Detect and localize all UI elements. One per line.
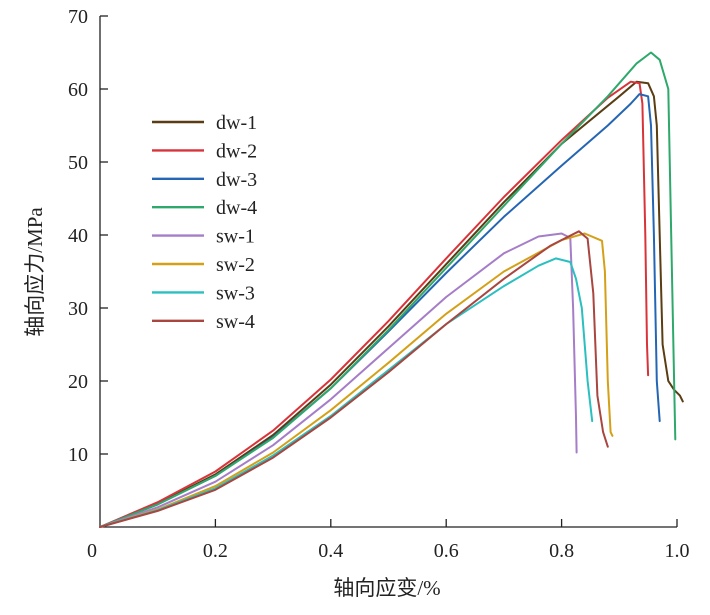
series-lines bbox=[99, 51, 684, 528]
y-tick-label: 30 bbox=[68, 298, 88, 320]
series-line-sw-1 bbox=[99, 232, 578, 528]
y-axis-title: 轴向应力/MPa bbox=[23, 207, 47, 337]
x-tick-label: 0.4 bbox=[318, 540, 343, 562]
y-tick-label: 40 bbox=[68, 225, 88, 247]
series-line-dw-2 bbox=[99, 80, 650, 528]
legend-label-dw-4: dw-4 bbox=[216, 197, 257, 219]
legend-label-dw-3: dw-3 bbox=[216, 169, 257, 191]
series-line-dw-4 bbox=[99, 51, 677, 528]
x-tick-label: 1.0 bbox=[665, 540, 690, 562]
x-axis-ticks: 0 0.2 0.4 0.6 0.8 1.0 bbox=[87, 519, 690, 562]
legend-label-sw-1: sw-1 bbox=[216, 226, 255, 248]
y-tick-label: 10 bbox=[68, 444, 88, 466]
axes bbox=[99, 16, 677, 528]
x-tick-label: 0.8 bbox=[549, 540, 574, 562]
x-tick-label: 0.2 bbox=[203, 540, 228, 562]
legend-label-sw-3: sw-3 bbox=[216, 282, 255, 304]
series-line-dw-1 bbox=[99, 80, 684, 528]
series-line-dw-3 bbox=[99, 93, 661, 528]
y-axis-ticks: 10 20 30 40 50 60 70 bbox=[68, 6, 108, 466]
series-line-sw-3 bbox=[99, 257, 594, 528]
y-tick-label: 60 bbox=[68, 79, 88, 101]
legend-label-sw-4: sw-4 bbox=[216, 311, 255, 333]
series-line-sw-4 bbox=[99, 230, 609, 528]
x-tick-label: 0.6 bbox=[434, 540, 459, 562]
x-tick-label: 0 bbox=[87, 540, 97, 562]
y-tick-label: 70 bbox=[68, 6, 88, 28]
y-tick-label: 20 bbox=[68, 371, 88, 393]
legend-label-dw-1: dw-1 bbox=[216, 112, 257, 134]
x-axis-title: 轴向应变/% bbox=[333, 576, 440, 600]
y-tick-label: 50 bbox=[68, 152, 88, 174]
series-line-sw-2 bbox=[99, 232, 614, 528]
legend: dw-1 dw-2 dw-3 dw-4 sw-1 sw-2 sw-3 sw-4 bbox=[152, 112, 257, 333]
legend-label-dw-2: dw-2 bbox=[216, 140, 257, 162]
legend-label-sw-2: sw-2 bbox=[216, 254, 255, 276]
